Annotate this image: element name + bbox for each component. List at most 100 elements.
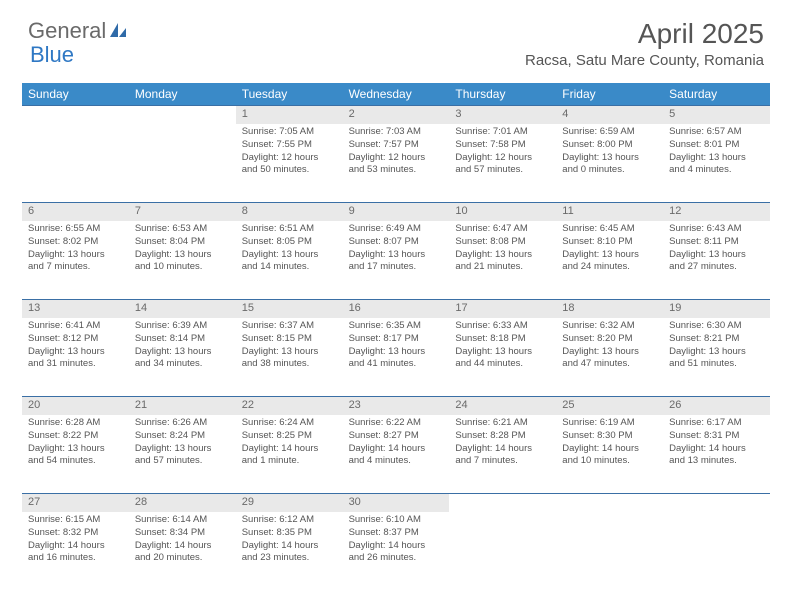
daylight-line: Daylight: 14 hours and 7 minutes. <box>455 443 550 469</box>
weekday-header-row: SundayMondayTuesdayWednesdayThursdayFrid… <box>22 83 770 105</box>
page-header: General April 2025 Racsa, Satu Mare Coun… <box>0 0 792 77</box>
daylight-line: Daylight: 12 hours and 53 minutes. <box>349 152 444 178</box>
sunrise-line: Sunrise: 6:53 AM <box>135 223 230 236</box>
daylight-line: Daylight: 14 hours and 1 minute. <box>242 443 337 469</box>
daylight-line: Daylight: 13 hours and 38 minutes. <box>242 346 337 372</box>
daylight-line: Daylight: 13 hours and 44 minutes. <box>455 346 550 372</box>
sunrise-line: Sunrise: 6:47 AM <box>455 223 550 236</box>
daylight-line: Daylight: 12 hours and 50 minutes. <box>242 152 337 178</box>
day-cell: Sunrise: 6:12 AMSunset: 8:35 PMDaylight:… <box>236 512 343 590</box>
day-number: 23 <box>343 397 450 415</box>
daylight-line: Daylight: 14 hours and 26 minutes. <box>349 540 444 566</box>
weekday-header: Wednesday <box>343 83 450 105</box>
sunset-line: Sunset: 8:12 PM <box>28 333 123 346</box>
daylight-line: Daylight: 14 hours and 10 minutes. <box>562 443 657 469</box>
day-number: 6 <box>22 203 129 221</box>
sunset-line: Sunset: 7:57 PM <box>349 139 444 152</box>
sunrise-line: Sunrise: 7:03 AM <box>349 126 444 139</box>
day-number: 17 <box>449 300 556 318</box>
sunset-line: Sunset: 8:32 PM <box>28 527 123 540</box>
sunrise-line: Sunrise: 6:55 AM <box>28 223 123 236</box>
sunrise-line: Sunrise: 6:37 AM <box>242 320 337 333</box>
daylight-line: Daylight: 13 hours and 27 minutes. <box>669 249 764 275</box>
week-body-row: Sunrise: 6:15 AMSunset: 8:32 PM Daylight:… <box>22 512 770 590</box>
day-number <box>663 494 770 512</box>
day-cell: Sunrise: 6:49 AMSunset: 8:07 PMDaylight:… <box>343 221 450 299</box>
day-cell <box>449 512 556 590</box>
daylight-line: Daylight: 14 hours and 13 minutes. <box>669 443 764 469</box>
weekday-header: Thursday <box>449 83 556 105</box>
sunrise-line: Sunrise: 6:12 AM <box>242 514 337 527</box>
day-cell: Sunrise: 6:59 AMSunset: 8:00 PMDaylight:… <box>556 124 663 202</box>
sunrise-line: Sunrise: 6:41 AM <box>28 320 123 333</box>
sunset-line: Sunset: 8:22 PM <box>28 430 123 443</box>
daylight-line: Daylight: 12 hours and 57 minutes. <box>455 152 550 178</box>
sunrise-line: Sunrise: 6:59 AM <box>562 126 657 139</box>
sunrise-line: Sunrise: 6:15 AM <box>28 514 123 527</box>
daylight-line: Daylight: 13 hours and 21 minutes. <box>455 249 550 275</box>
sunset-line: Sunset: 8:28 PM <box>455 430 550 443</box>
day-cell: Sunrise: 6:22 AMSunset: 8:27 PMDaylight:… <box>343 415 450 493</box>
sunset-line: Sunset: 8:25 PM <box>242 430 337 443</box>
sunrise-line: Sunrise: 6:19 AM <box>562 417 657 430</box>
day-cell: Sunrise: 6:26 AMSunset: 8:24 PMDaylight:… <box>129 415 236 493</box>
day-cell: Sunrise: 6:51 AMSunset: 8:05 PMDaylight:… <box>236 221 343 299</box>
day-number <box>129 106 236 124</box>
sunrise-line: Sunrise: 6:35 AM <box>349 320 444 333</box>
day-number: 27 <box>22 494 129 512</box>
day-cell: Sunrise: 7:03 AMSunset: 7:57 PMDaylight:… <box>343 124 450 202</box>
sunset-line: Sunset: 8:21 PM <box>669 333 764 346</box>
day-number: 29 <box>236 494 343 512</box>
day-number: 10 <box>449 203 556 221</box>
sunset-line: Sunset: 8:30 PM <box>562 430 657 443</box>
sunrise-line: Sunrise: 6:49 AM <box>349 223 444 236</box>
day-number: 26 <box>663 397 770 415</box>
daylight-line: Daylight: 13 hours and 47 minutes. <box>562 346 657 372</box>
day-number: 5 <box>663 106 770 124</box>
sunset-line: Sunset: 8:31 PM <box>669 430 764 443</box>
sunset-line: Sunset: 8:24 PM <box>135 430 230 443</box>
sunrise-line: Sunrise: 6:22 AM <box>349 417 444 430</box>
day-cell: Sunrise: 6:17 AMSunset: 8:31 PMDaylight:… <box>663 415 770 493</box>
day-number: 9 <box>343 203 450 221</box>
week-number-row: 27282930 <box>22 493 770 512</box>
day-number: 28 <box>129 494 236 512</box>
week-body-row: Sunrise: 7:05 AMSunset: 7:55 PMDaylight:… <box>22 124 770 202</box>
sunrise-line: Sunrise: 6:39 AM <box>135 320 230 333</box>
daylight-line: Daylight: 14 hours and 4 minutes. <box>349 443 444 469</box>
daylight-line: Daylight: 13 hours and 17 minutes. <box>349 249 444 275</box>
daylight-line: Daylight: 13 hours and 4 minutes. <box>669 152 764 178</box>
day-cell <box>129 124 236 202</box>
sunrise-line: Sunrise: 6:43 AM <box>669 223 764 236</box>
day-cell: Sunrise: 6:35 AMSunset: 8:17 PMDaylight:… <box>343 318 450 396</box>
sunrise-line: Sunrise: 6:26 AM <box>135 417 230 430</box>
sunset-line: Sunset: 8:17 PM <box>349 333 444 346</box>
day-number <box>556 494 663 512</box>
week-number-row: 20212223242526 <box>22 396 770 415</box>
daylight-line: Daylight: 13 hours and 41 minutes. <box>349 346 444 372</box>
day-number: 25 <box>556 397 663 415</box>
sunrise-line: Sunrise: 6:30 AM <box>669 320 764 333</box>
day-cell: Sunrise: 6:41 AMSunset: 8:12 PMDaylight:… <box>22 318 129 396</box>
week-number-row: 13141516171819 <box>22 299 770 318</box>
day-cell: Sunrise: 6:57 AMSunset: 8:01 PMDaylight:… <box>663 124 770 202</box>
sunset-line: Sunset: 8:35 PM <box>242 527 337 540</box>
day-number: 8 <box>236 203 343 221</box>
sunrise-line: Sunrise: 6:14 AM <box>135 514 230 527</box>
day-number: 13 <box>22 300 129 318</box>
day-cell <box>22 124 129 202</box>
sunrise-line: Sunrise: 6:33 AM <box>455 320 550 333</box>
sunset-line: Sunset: 8:07 PM <box>349 236 444 249</box>
day-cell: Sunrise: 6:33 AMSunset: 8:18 PMDaylight:… <box>449 318 556 396</box>
sunset-line: Sunset: 8:34 PM <box>135 527 230 540</box>
week-body-row: Sunrise: 6:55 AMSunset: 8:02 PMDaylight:… <box>22 221 770 299</box>
daylight-line: Daylight: 13 hours and 0 minutes. <box>562 152 657 178</box>
day-cell: Sunrise: 6:37 AMSunset: 8:15 PMDaylight:… <box>236 318 343 396</box>
daylight-line: Daylight: 14 hours and 23 minutes. <box>242 540 337 566</box>
sunrise-line: Sunrise: 6:57 AM <box>669 126 764 139</box>
logo-sail-icon <box>109 22 127 38</box>
logo-text-1: General <box>28 18 106 44</box>
day-cell: Sunrise: 6:43 AMSunset: 8:11 PMDaylight:… <box>663 221 770 299</box>
daylight-line: Daylight: 14 hours and 20 minutes. <box>135 540 230 566</box>
sunset-line: Sunset: 8:20 PM <box>562 333 657 346</box>
